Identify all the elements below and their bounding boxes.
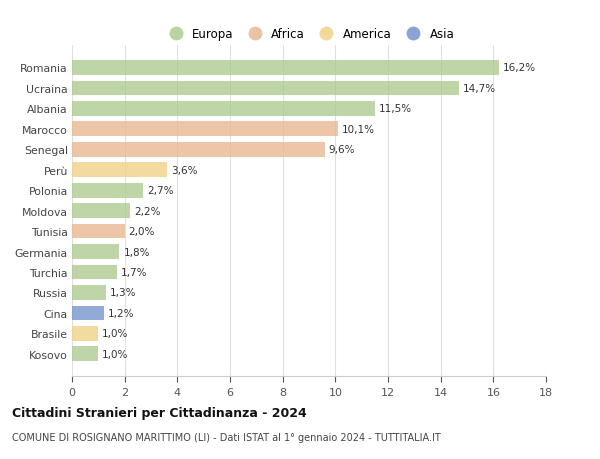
Text: 1,8%: 1,8% (124, 247, 150, 257)
Text: 2,7%: 2,7% (147, 186, 173, 196)
Text: 1,0%: 1,0% (102, 329, 128, 339)
Legend: Europa, Africa, America, Asia: Europa, Africa, America, Asia (161, 25, 457, 43)
Bar (72, 102, 375, 117)
Bar (72, 224, 125, 239)
Text: 1,3%: 1,3% (110, 288, 137, 298)
Text: 1,0%: 1,0% (102, 349, 128, 359)
Text: 10,1%: 10,1% (342, 124, 375, 134)
Text: 1,7%: 1,7% (121, 268, 147, 277)
Text: 2,0%: 2,0% (128, 227, 155, 236)
Text: 11,5%: 11,5% (379, 104, 412, 114)
Text: Cittadini Stranieri per Cittadinanza - 2024: Cittadini Stranieri per Cittadinanza - 2… (12, 406, 307, 419)
Bar (72, 285, 106, 300)
Text: 14,7%: 14,7% (463, 84, 496, 94)
Text: COMUNE DI ROSIGNANO MARITTIMO (LI) - Dati ISTAT al 1° gennaio 2024 - TUTTITALIA.: COMUNE DI ROSIGNANO MARITTIMO (LI) - Dat… (12, 432, 441, 442)
Text: 2,2%: 2,2% (134, 206, 160, 216)
Bar (72, 306, 104, 320)
Bar (72, 245, 119, 259)
Bar (72, 143, 325, 157)
Text: 3,6%: 3,6% (171, 165, 197, 175)
Bar (72, 163, 167, 178)
Text: 1,2%: 1,2% (107, 308, 134, 318)
Bar (72, 122, 338, 137)
Bar (72, 265, 117, 280)
Bar (72, 204, 130, 218)
Bar (72, 326, 98, 341)
Text: 16,2%: 16,2% (503, 63, 536, 73)
Bar (72, 81, 459, 96)
Text: 9,6%: 9,6% (329, 145, 355, 155)
Bar (72, 184, 143, 198)
Bar (72, 61, 499, 76)
Bar (72, 347, 98, 361)
